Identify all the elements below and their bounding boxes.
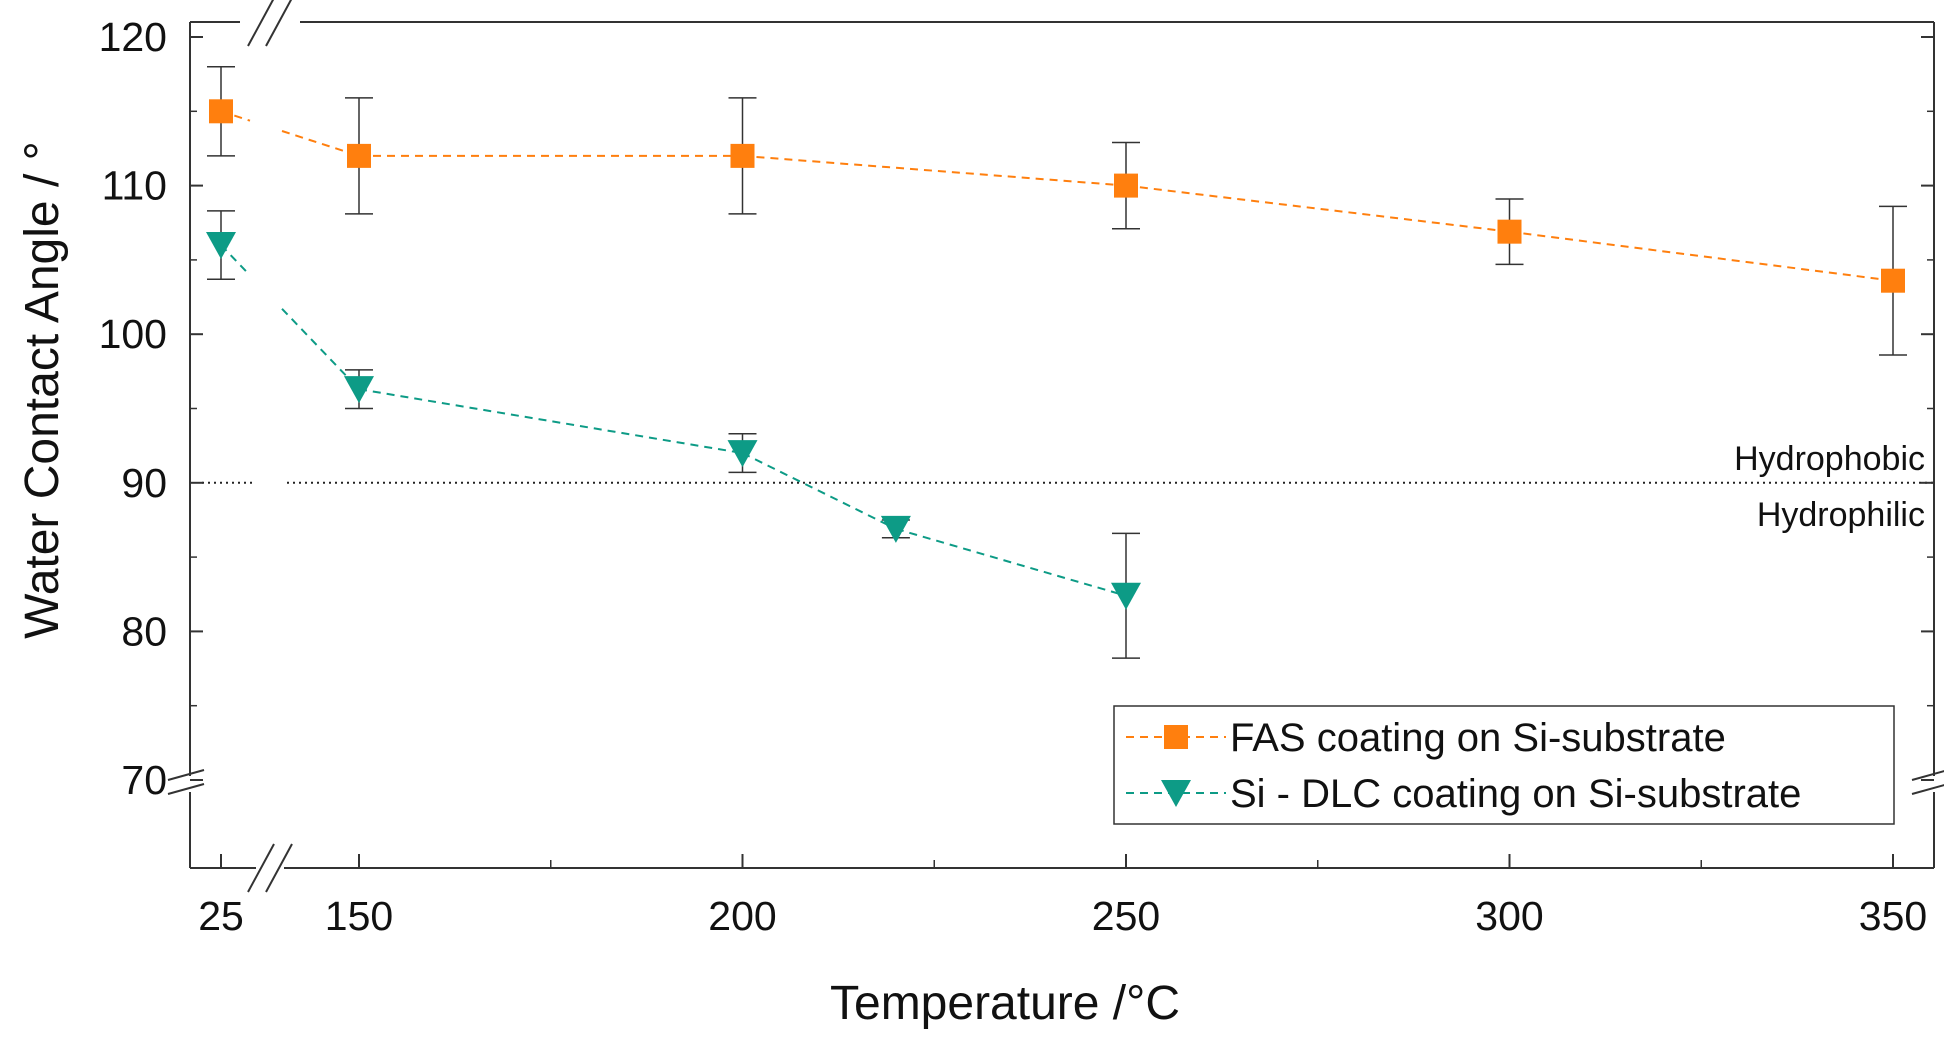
- y-tick-label-90: 90: [121, 460, 167, 506]
- series-1-line-segment: [281, 308, 360, 390]
- y-tick-label-120: 120: [99, 14, 167, 60]
- data-point: [1497, 219, 1522, 244]
- hydrophobic-label: Hydrophobic: [1734, 440, 1925, 478]
- x-tick-label-150: 150: [325, 893, 393, 939]
- x-tick-label-300: 300: [1475, 893, 1543, 939]
- series-0-line-segment: [1509, 230, 1894, 282]
- series-0-line-segment: [742, 154, 1127, 187]
- axis-ticks: 70 80 90 100 110 120 25 150 200 250 300 350: [99, 14, 1934, 939]
- data-point: [347, 143, 371, 168]
- legend-label-0: FAS coating on Si-substrate: [1230, 716, 1726, 760]
- plot-frame: [167, 0, 1944, 893]
- data-point: [209, 99, 233, 124]
- data-point: [727, 440, 758, 468]
- data-point: [1111, 582, 1141, 610]
- x-break-top-slash-a: [247, 0, 275, 47]
- y-axis-title: Water Contact Angle / °: [16, 141, 69, 639]
- series-0-line-segment: [1125, 184, 1510, 233]
- series-1: [206, 210, 1141, 659]
- y-break-left-slash-b: [167, 783, 205, 795]
- y-break-left-slash-a: [167, 769, 205, 781]
- series-1-line-segment: [742, 452, 897, 530]
- legend: FAS coating on Si-substrate Si - DLC coat…: [1113, 705, 1895, 825]
- legend-label-1: Si - DLC coating on Si-substrate: [1230, 772, 1801, 816]
- data-point: [730, 143, 755, 168]
- x-break-bottom-slash-a: [247, 843, 275, 893]
- data-point: [1114, 173, 1138, 198]
- series-group: [206, 65, 1907, 659]
- y-tick-label-110: 110: [102, 163, 167, 209]
- x-tick-label-350: 350: [1859, 893, 1927, 939]
- y-break-right-slash-a: [1911, 770, 1944, 781]
- y-tick-label-70: 70: [121, 757, 167, 803]
- x-tick-label-250: 250: [1092, 893, 1160, 939]
- x-axis-title: Temperature /°C: [830, 977, 1180, 1030]
- legend-marker-0: [1164, 725, 1188, 749]
- data-point: [880, 515, 911, 543]
- y-break-right-slash-b: [1911, 784, 1944, 795]
- x-tick-label-200: 200: [708, 893, 776, 939]
- x-break-top-slash-b: [265, 0, 293, 47]
- x-break-bottom-slash-b: [265, 843, 293, 893]
- y-tick-label-100: 100: [99, 311, 167, 357]
- data-point: [1881, 268, 1905, 293]
- y-tick-label-80: 80: [121, 608, 167, 654]
- x-tick-label-25: 25: [198, 893, 244, 939]
- data-point: [206, 232, 236, 260]
- data-point: [344, 376, 374, 404]
- series-0: [207, 65, 1907, 356]
- series-1-line-segment: [895, 527, 1127, 597]
- hydrophilic-label: Hydrophilic: [1757, 496, 1925, 534]
- legend-marker-1: [1161, 780, 1191, 807]
- legend-box: [1113, 705, 1895, 825]
- series-1-line-segment: [358, 388, 743, 455]
